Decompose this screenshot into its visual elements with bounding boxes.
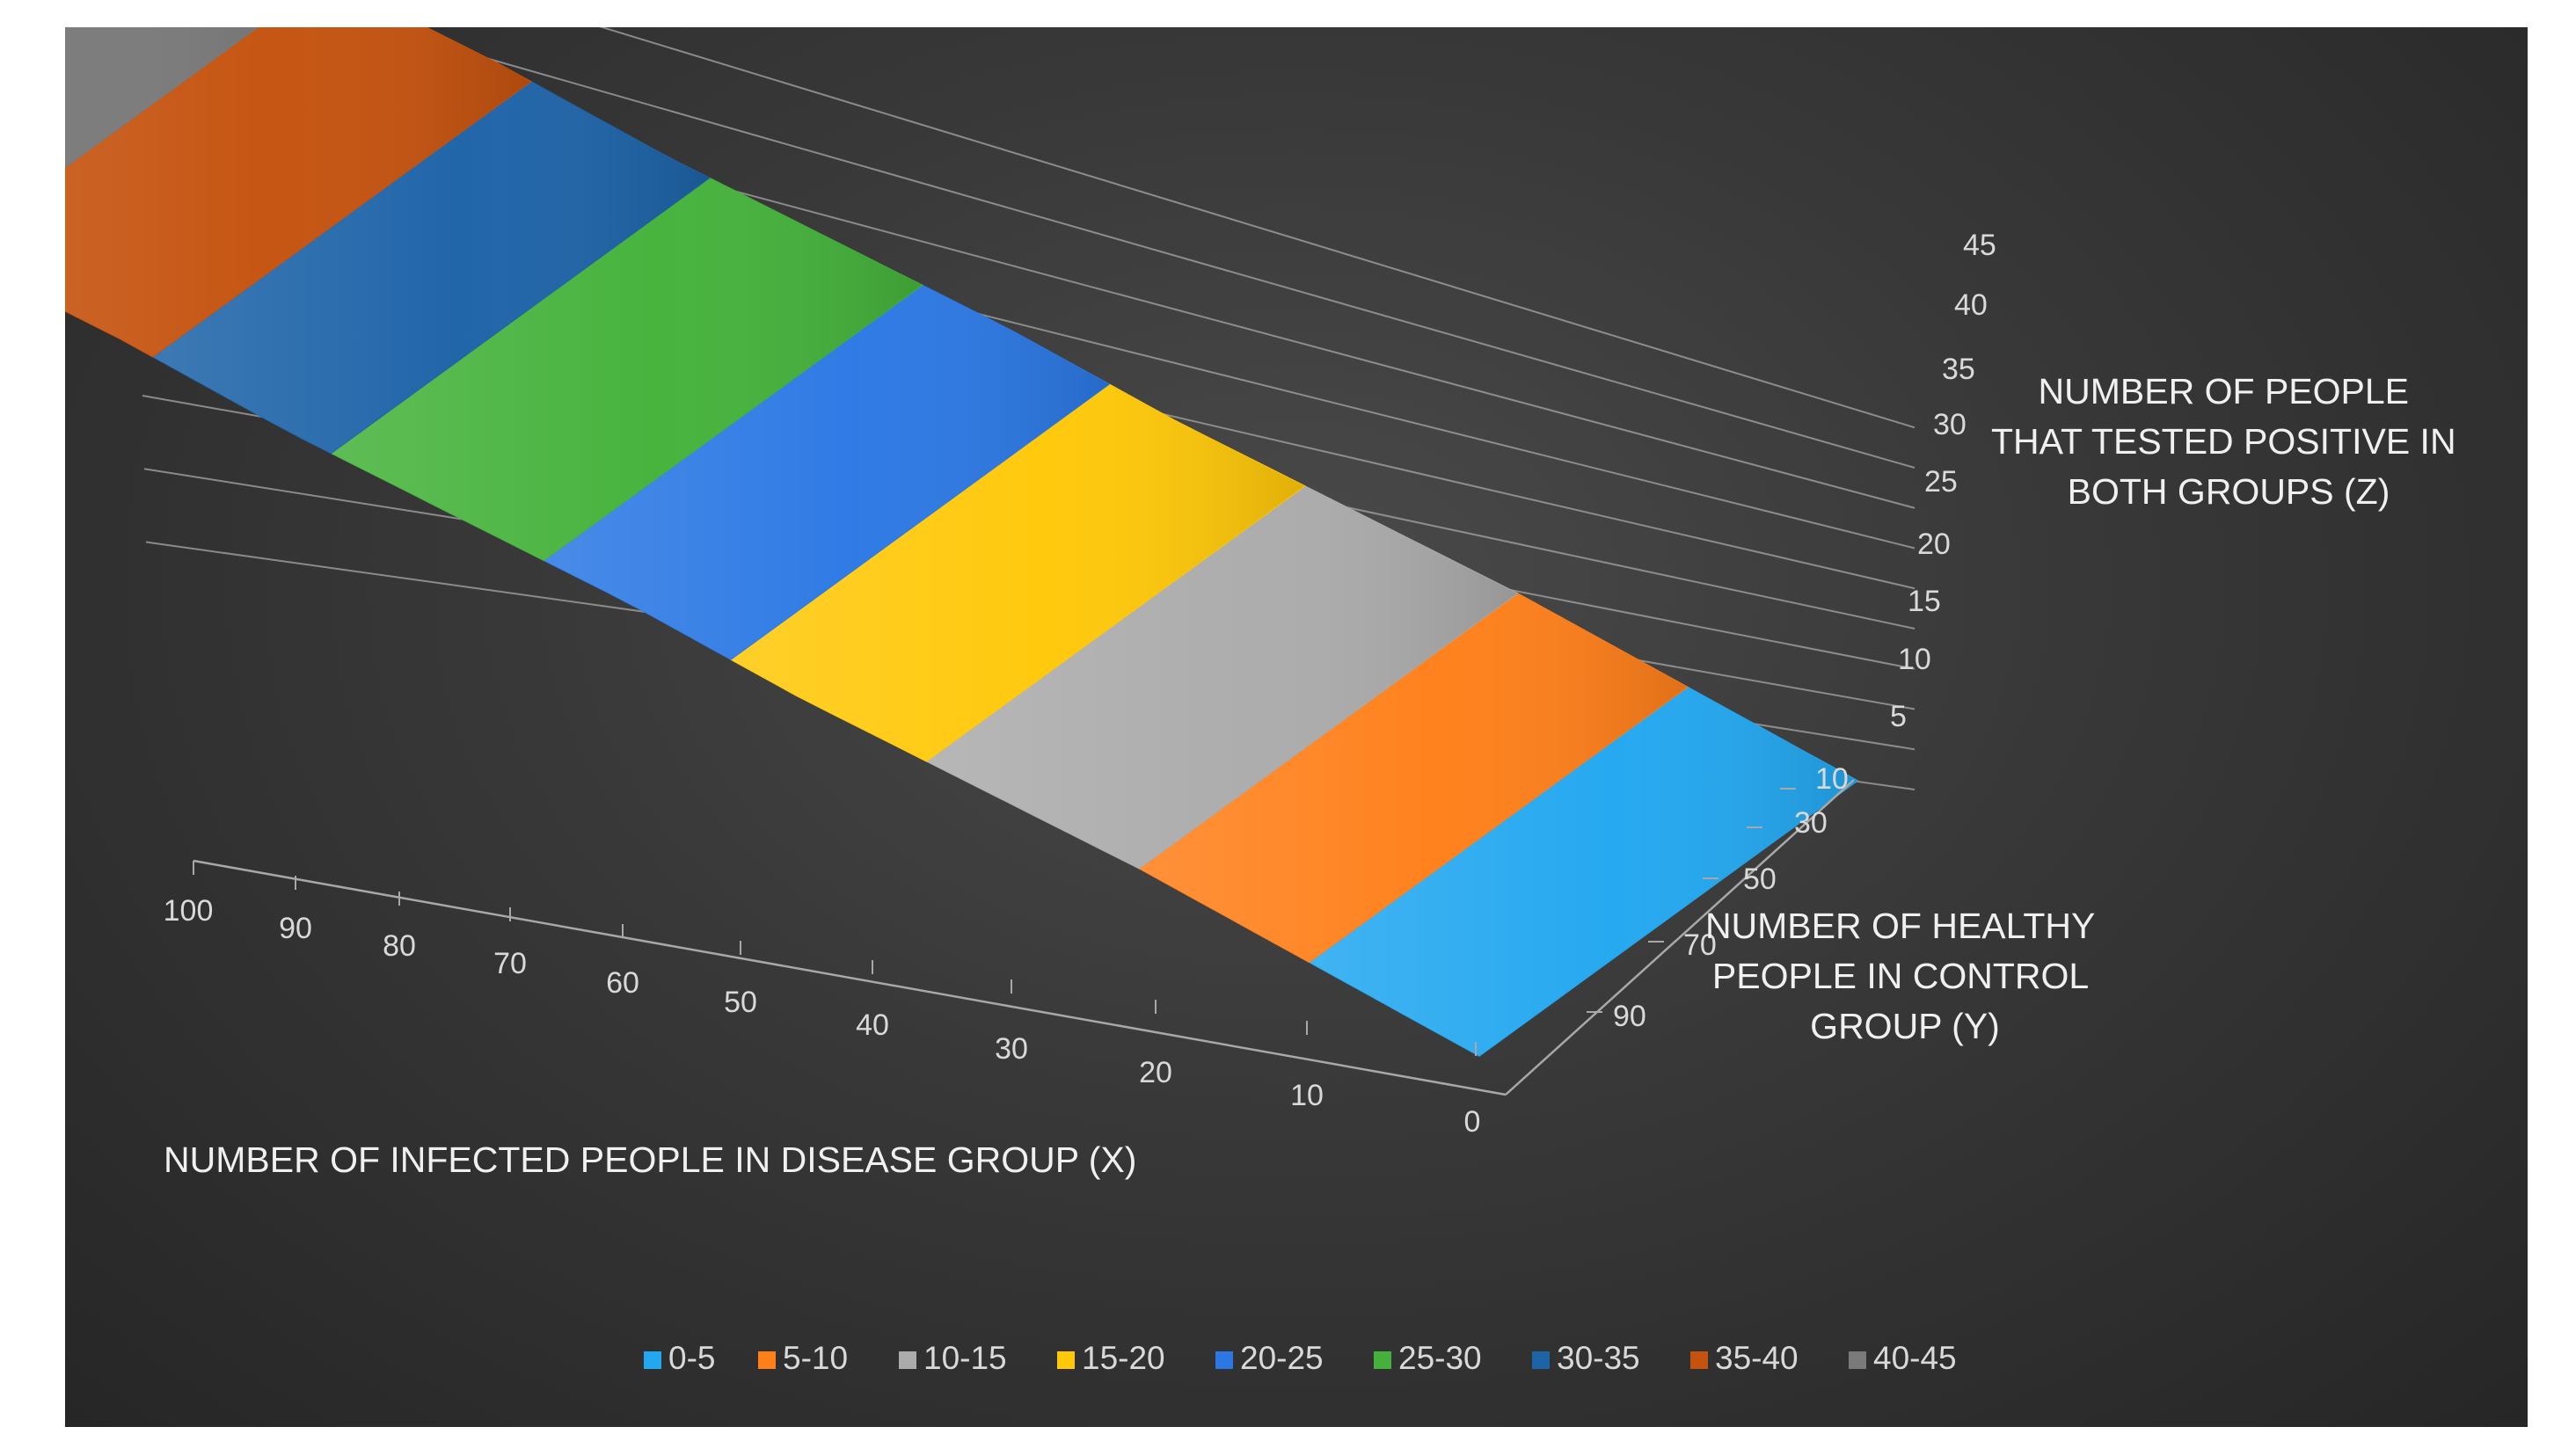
legend: 0-5 5-10 10-15 15-20 20-25 25-30 30-35 35-40 40-… xyxy=(644,1340,1957,1376)
z-axis-title-line: BOTH GROUPS (Z) xyxy=(2068,471,2390,512)
legend-swatch xyxy=(1532,1351,1550,1369)
surface-band-shade xyxy=(1309,687,1857,1056)
legend-swatch xyxy=(644,1351,661,1369)
z-tick-label: 30 xyxy=(1933,408,1967,441)
x-tick-label: 70 xyxy=(493,947,527,980)
legend-label: 5-10 xyxy=(783,1340,848,1376)
z-gridline xyxy=(599,27,1916,429)
x-tick-label: 0 xyxy=(1464,1105,1481,1139)
legend-swatch xyxy=(899,1351,916,1369)
legend-swatch xyxy=(1057,1351,1075,1369)
z-axis-title-line: THAT TESTED POSITIVE IN xyxy=(1991,421,2456,462)
x-axis-title: NUMBER OF INFECTED PEOPLE IN DISEASE GRO… xyxy=(164,1139,1136,1180)
y-axis-title-line: PEOPLE IN CONTROL xyxy=(1712,956,2089,996)
x-tick-label: 80 xyxy=(383,929,416,963)
z-tick-label: 45 xyxy=(1963,229,1996,262)
y-axis-title-line: NUMBER OF HEALTHY xyxy=(1705,906,2095,946)
z-tick-label: 5 xyxy=(1890,700,1907,733)
x-tick-label: 20 xyxy=(1139,1056,1172,1089)
x-tick-label: 30 xyxy=(995,1032,1028,1066)
x-axis-line xyxy=(193,859,1507,1096)
surface-band-shade xyxy=(731,384,1305,761)
legend-label: 15-20 xyxy=(1082,1340,1165,1376)
surface-band-shade xyxy=(1139,593,1688,963)
z-axis-title-line: NUMBER OF PEOPLE xyxy=(2039,371,2409,411)
z-axis-title: NUMBER OF PEOPLE THAT TESTED POSITIVE IN… xyxy=(1991,371,2466,512)
legend-swatch xyxy=(1849,1351,1866,1369)
surface-band-shade xyxy=(152,81,710,454)
y-tick-label: 90 xyxy=(1613,1000,1646,1033)
surface-band-shade xyxy=(65,27,258,168)
surface-chart: 1009080706050403020100103050709051015202… xyxy=(65,27,2466,1376)
z-tick-label: 15 xyxy=(1908,585,1941,618)
surface-band-shade xyxy=(331,178,923,561)
legend-label: 40-45 xyxy=(1873,1340,1957,1376)
legend-label: 30-35 xyxy=(1557,1340,1640,1376)
legend-swatch xyxy=(1374,1351,1391,1369)
legend-label: 10-15 xyxy=(923,1340,1007,1376)
x-tick-label: 50 xyxy=(724,986,757,1019)
x-tick-label: 90 xyxy=(279,912,312,945)
legend-swatch xyxy=(1690,1351,1708,1369)
surface-band-shade xyxy=(544,285,1109,659)
z-tick-label: 35 xyxy=(1942,353,1975,386)
legend-label: 35-40 xyxy=(1715,1340,1799,1376)
x-tick-label: 10 xyxy=(1290,1079,1324,1112)
surface-band-shade xyxy=(926,485,1518,869)
y-tick-label: 10 xyxy=(1815,762,1849,796)
x-tick-label: 100 xyxy=(164,894,214,928)
legend-label: 25-30 xyxy=(1398,1340,1482,1376)
chart-panel: 100 90 80 70 60 50 40 30 20 10 0 10 30 50 70 90 5 10 15 20 2… xyxy=(65,27,2528,1427)
y-axis-line xyxy=(1505,779,1855,1096)
z-tick-label: 20 xyxy=(1917,528,1951,561)
z-tick-label: 25 xyxy=(1924,465,1958,499)
z-tick-label: 40 xyxy=(1954,288,1988,322)
y-tick-label: 50 xyxy=(1743,863,1777,896)
surface-band-shade xyxy=(65,27,531,357)
y-axis-title: NUMBER OF HEALTHY PEOPLE IN CONTROL GROU… xyxy=(1705,906,2105,1046)
legend-label: 20-25 xyxy=(1240,1340,1324,1376)
z-tick-label: 10 xyxy=(1898,643,1931,676)
legend-swatch xyxy=(758,1351,776,1369)
y-axis-title-line: GROUP (Y) xyxy=(1810,1006,2000,1046)
x-tick-label: 60 xyxy=(606,966,639,1000)
legend-swatch xyxy=(1215,1351,1233,1369)
y-tick-label: 30 xyxy=(1794,806,1828,840)
legend-label: 0-5 xyxy=(668,1340,715,1376)
y-tick-label: 70 xyxy=(1683,928,1717,962)
x-tick-label: 40 xyxy=(856,1008,889,1042)
